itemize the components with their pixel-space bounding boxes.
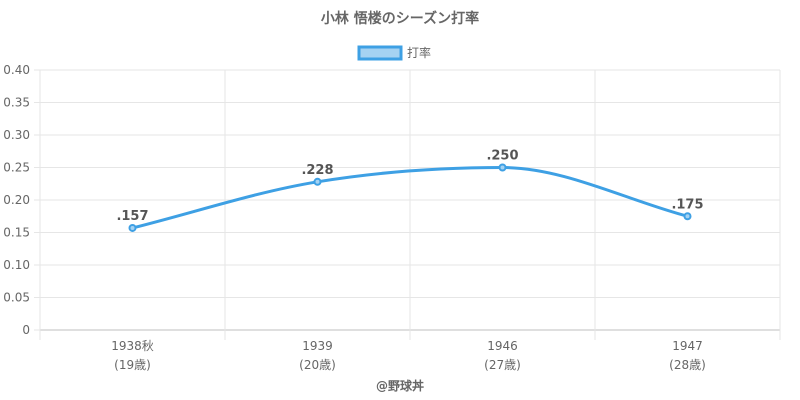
y-tick-label: 0.05 <box>3 291 30 305</box>
credit-text: @野球丼 <box>376 378 424 393</box>
chart-title: 小林 悟楼のシーズン打率 <box>321 10 479 27</box>
x-tick-label: 1947 <box>672 339 703 353</box>
data-point[interactable] <box>683 212 692 221</box>
x-tick-label: 1939 <box>302 339 333 353</box>
x-tick-age-label: (19歳) <box>114 358 151 372</box>
y-tick-label: 0 <box>22 323 30 337</box>
data-point[interactable] <box>313 177 322 186</box>
x-tick-label: 1938秋 <box>111 339 154 353</box>
x-tick-age-label: (28歳) <box>669 358 706 372</box>
data-points <box>128 163 692 232</box>
series-batting-average <box>132 165 688 230</box>
y-tick-label: 0.20 <box>3 193 30 207</box>
y-tick-label: 0.30 <box>3 128 30 142</box>
data-label: .175 <box>671 197 703 212</box>
legend-swatch <box>357 45 403 61</box>
data-label: .157 <box>116 209 148 224</box>
x-tick-age-label: (20歳) <box>299 358 336 372</box>
y-axis: 0 0.05 0.10 0.15 0.20 0.25 0.30 0.35 0.40 <box>3 63 30 337</box>
x-axis: 1938秋 (19歳) 1939 (20歳) 1946 (27歳) 1947 (28歳) <box>111 339 706 372</box>
y-tick-label: 0.10 <box>3 258 30 272</box>
data-point[interactable] <box>498 163 507 172</box>
grid <box>34 69 781 340</box>
y-tick-label: 0.35 <box>3 96 30 110</box>
y-tick-label: 0.40 <box>3 63 30 77</box>
data-point[interactable] <box>128 223 137 232</box>
data-label: .228 <box>301 163 333 178</box>
x-tick-label: 1946 <box>487 339 518 353</box>
data-label: .250 <box>486 149 518 164</box>
series-line <box>132 165 688 230</box>
data-labels: .157 .228 .250 .175 <box>116 149 703 224</box>
x-tick-age-label: (27歳) <box>484 358 521 372</box>
legend[interactable]: 打率 <box>357 45 431 61</box>
y-tick-label: 0.15 <box>3 226 30 240</box>
legend-label: 打率 <box>407 45 431 60</box>
y-tick-label: 0.25 <box>3 161 30 175</box>
